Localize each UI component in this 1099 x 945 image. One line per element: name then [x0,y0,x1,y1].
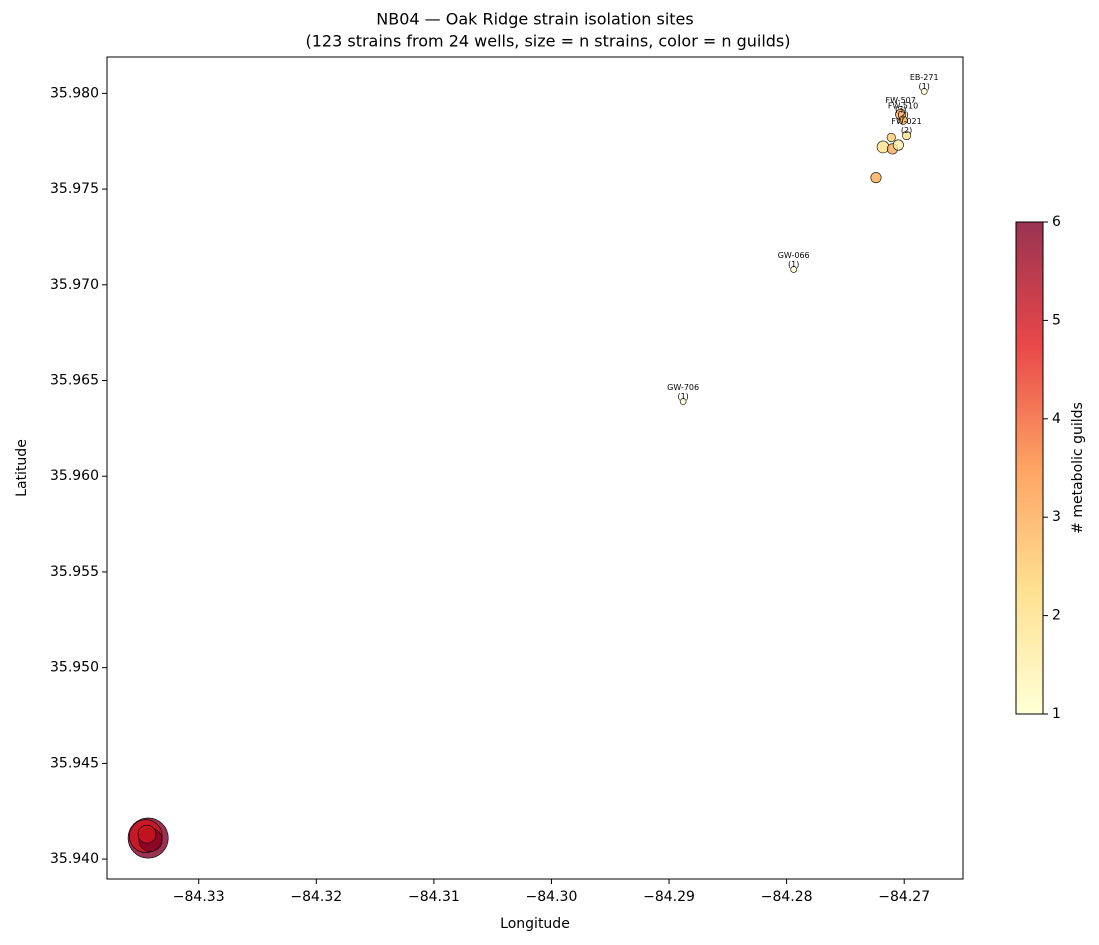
point-size-label: (1) [919,82,930,91]
colorbar-tick-label: 3 [1052,509,1061,525]
colorbar-label: # metabolic guilds [1070,402,1086,534]
y-tick-label: 35.965 [50,373,99,389]
colorbar-tick-label: 1 [1052,706,1061,722]
chart-subtitle: (123 strains from 24 wells, size = n str… [306,32,791,51]
colorbar-tick-label: 4 [1052,411,1061,427]
point [679,398,687,405]
x-tick-label: −84.30 [526,889,578,905]
point [870,172,882,184]
point-label: GW-706 [667,383,699,392]
point-label: FW-507 [886,96,916,105]
y-tick-label: 35.960 [50,468,99,484]
y-tick-label: 35.955 [50,564,99,580]
plot-frame [106,56,964,880]
x-tick-label: −84.32 [290,889,342,905]
y-tick-label: 35.980 [50,85,99,101]
point [137,824,157,844]
point [790,266,797,273]
point-label: GW-066 [778,251,810,260]
point [902,130,912,141]
point [898,115,908,125]
point [920,88,928,95]
point-size-label: (3) [895,105,906,114]
y-tick-label: 35.975 [50,181,99,197]
point-label: FW-510 [888,102,918,111]
x-tick-label: −84.33 [173,889,225,905]
point-size-label: (2) [897,111,908,120]
colorbar-tick-label: 6 [1052,214,1061,230]
y-axis-label: Latitude [14,439,30,497]
point [892,139,904,151]
colorbar-tick-label: 2 [1052,608,1061,624]
point-size-label: (2) [901,126,912,135]
point-size-label: (1) [677,392,688,401]
x-tick-label: −84.27 [878,889,930,905]
point-label: EB-271 [910,73,939,82]
point [886,132,896,142]
point-size-label: (1) [788,260,799,269]
y-tick-label: 35.970 [50,277,99,293]
point-label: FW-021 [891,117,921,126]
y-tick-label: 35.940 [50,851,99,867]
x-tick-label: −84.28 [761,889,813,905]
chart-title: NB04 — Oak Ridge strain isolation sites [376,10,693,29]
x-axis-label: Longitude [500,916,570,932]
x-tick-label: −84.31 [408,889,460,905]
colorbar [1015,221,1044,715]
y-tick-label: 35.945 [50,755,99,771]
x-tick-label: −84.29 [643,889,695,905]
colorbar-tick-label: 5 [1052,312,1061,328]
y-tick-label: 35.950 [50,660,99,676]
point [876,140,890,154]
